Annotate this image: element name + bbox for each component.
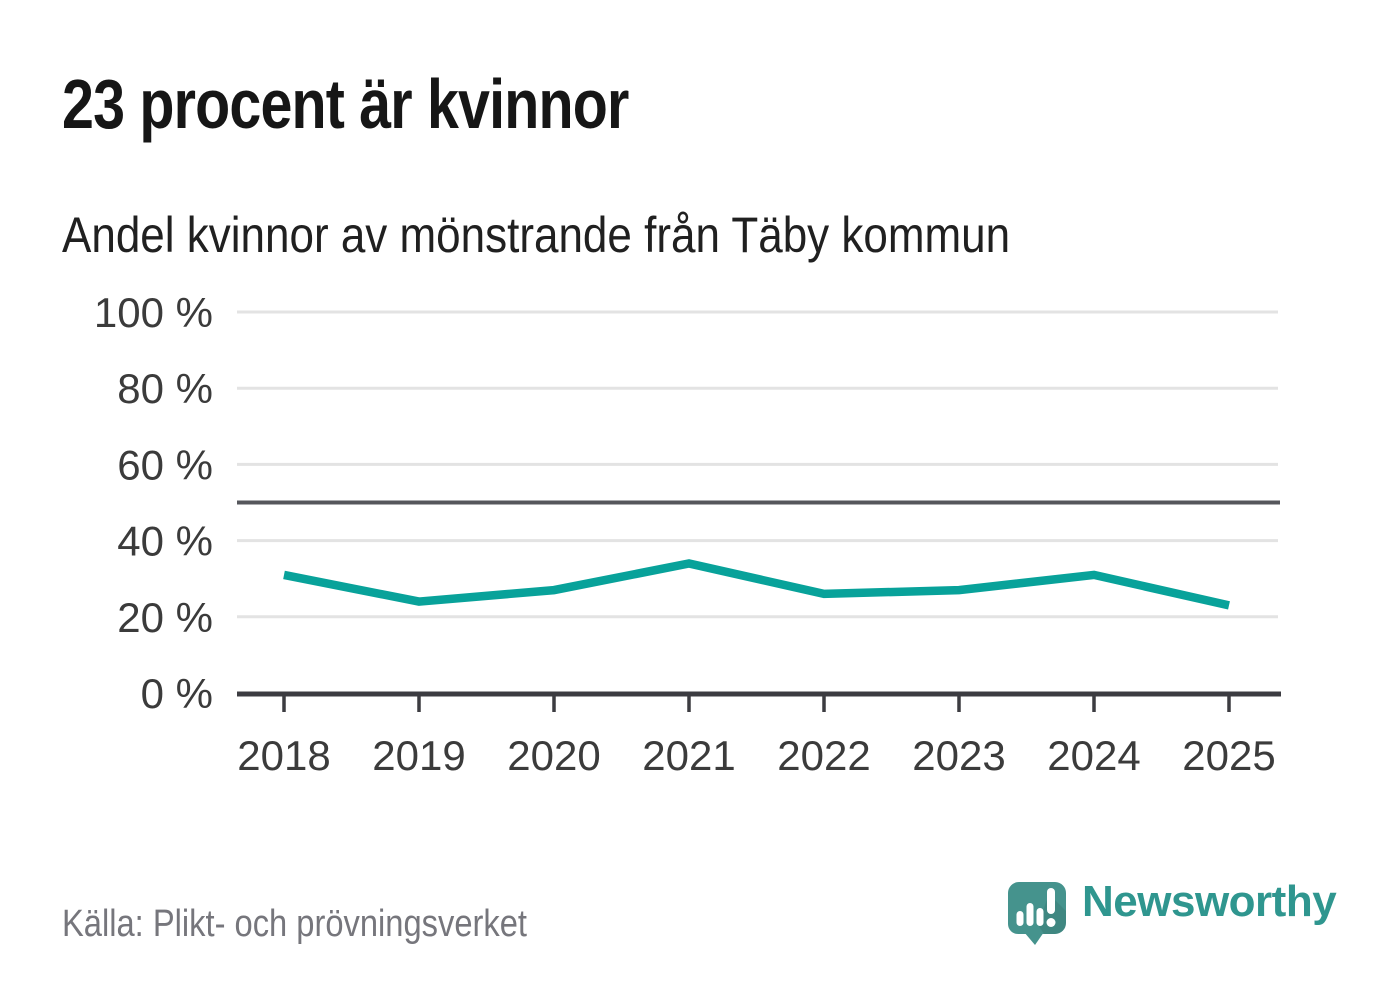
newsworthy-logo: Newsworthy — [1008, 877, 1337, 945]
chart-subtitle: Andel kvinnor av mönstrande från Täby ko… — [62, 207, 1011, 263]
logo-bubble-tail — [1024, 932, 1044, 945]
logo-exclamation-bar — [1047, 888, 1055, 914]
x-tick-label-2018: 2018 — [237, 732, 330, 779]
x-tick-label-2020: 2020 — [507, 732, 600, 779]
logo-exclamation-dot — [1046, 918, 1056, 927]
newsworthy-logo-icon — [1008, 882, 1066, 945]
y-tick-label-20: 20 % — [117, 594, 213, 641]
y-tick-label-60: 60 % — [117, 441, 213, 488]
newsworthy-logo-text: Newsworthy — [1082, 877, 1337, 926]
x-tick-label-2019: 2019 — [372, 732, 465, 779]
y-tick-label-80: 80 % — [117, 365, 213, 412]
logo-bar-medium — [1036, 908, 1044, 926]
data-line-andel-kvinnor — [283, 559, 1230, 610]
x-tick-label-2021: 2021 — [642, 732, 735, 779]
chart-title: 23 procent är kvinnor — [62, 65, 629, 143]
y-tick-label-40: 40 % — [117, 518, 213, 565]
logo-bar-tall — [1026, 903, 1034, 926]
y-tick-label-100: 100 % — [94, 289, 213, 336]
logo-bar-small — [1016, 911, 1024, 926]
source-caption: Källa: Plikt- och prövningsverket — [62, 903, 527, 945]
x-tick-label-2024: 2024 — [1047, 732, 1140, 779]
x-tick-label-2023: 2023 — [912, 732, 1005, 779]
y-tick-label-0: 0 % — [141, 670, 213, 717]
x-tick-label-2022: 2022 — [777, 732, 870, 779]
logo-shade — [1038, 894, 1066, 934]
x-tick-label-2025: 2025 — [1182, 732, 1275, 779]
